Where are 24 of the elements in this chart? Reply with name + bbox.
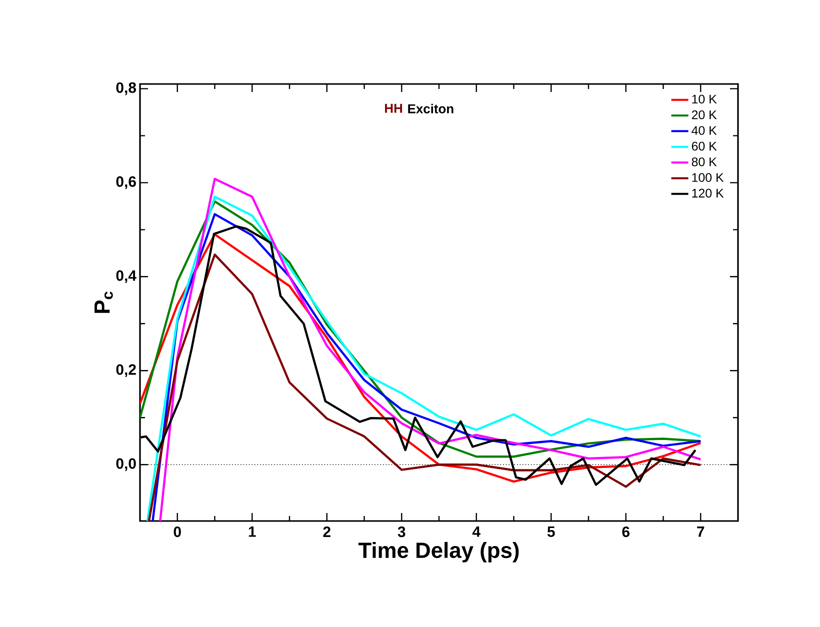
legend-label: 10 K: [692, 94, 717, 104]
y-tick-label: 0,0: [116, 458, 136, 471]
legend-label: 100 K: [692, 173, 724, 182]
annotation: HH: [385, 104, 402, 113]
y-axis-title: P$_{c}$: [94, 292, 113, 313]
legend-label: 20 K: [692, 110, 717, 120]
y-tick-label: 0,8: [116, 82, 136, 96]
x-tick-label: 3: [398, 526, 406, 538]
annotation: Exciton: [408, 104, 454, 114]
y-tick-label: 0,6: [116, 176, 136, 190]
legend-label: 120 K: [692, 188, 724, 198]
x-tick-label: 5: [547, 526, 555, 537]
legend-label: 80 K: [692, 157, 717, 166]
y-tick-label: 0,2: [116, 364, 136, 378]
x-tick-label: 4: [472, 526, 480, 537]
x-tick-label: 1: [248, 526, 256, 537]
x-axis-title: Time Delay (ps): [358, 542, 519, 562]
legend-label: 40 K: [692, 126, 717, 135]
x-tick-label: 2: [323, 526, 330, 537]
x-tick-label: 6: [622, 526, 630, 538]
x-tick-label: 0: [174, 526, 181, 538]
legend-label: 60 K: [692, 142, 717, 151]
y-tick-label: 0,4: [116, 270, 136, 284]
x-tick-label: 7: [697, 526, 704, 537]
